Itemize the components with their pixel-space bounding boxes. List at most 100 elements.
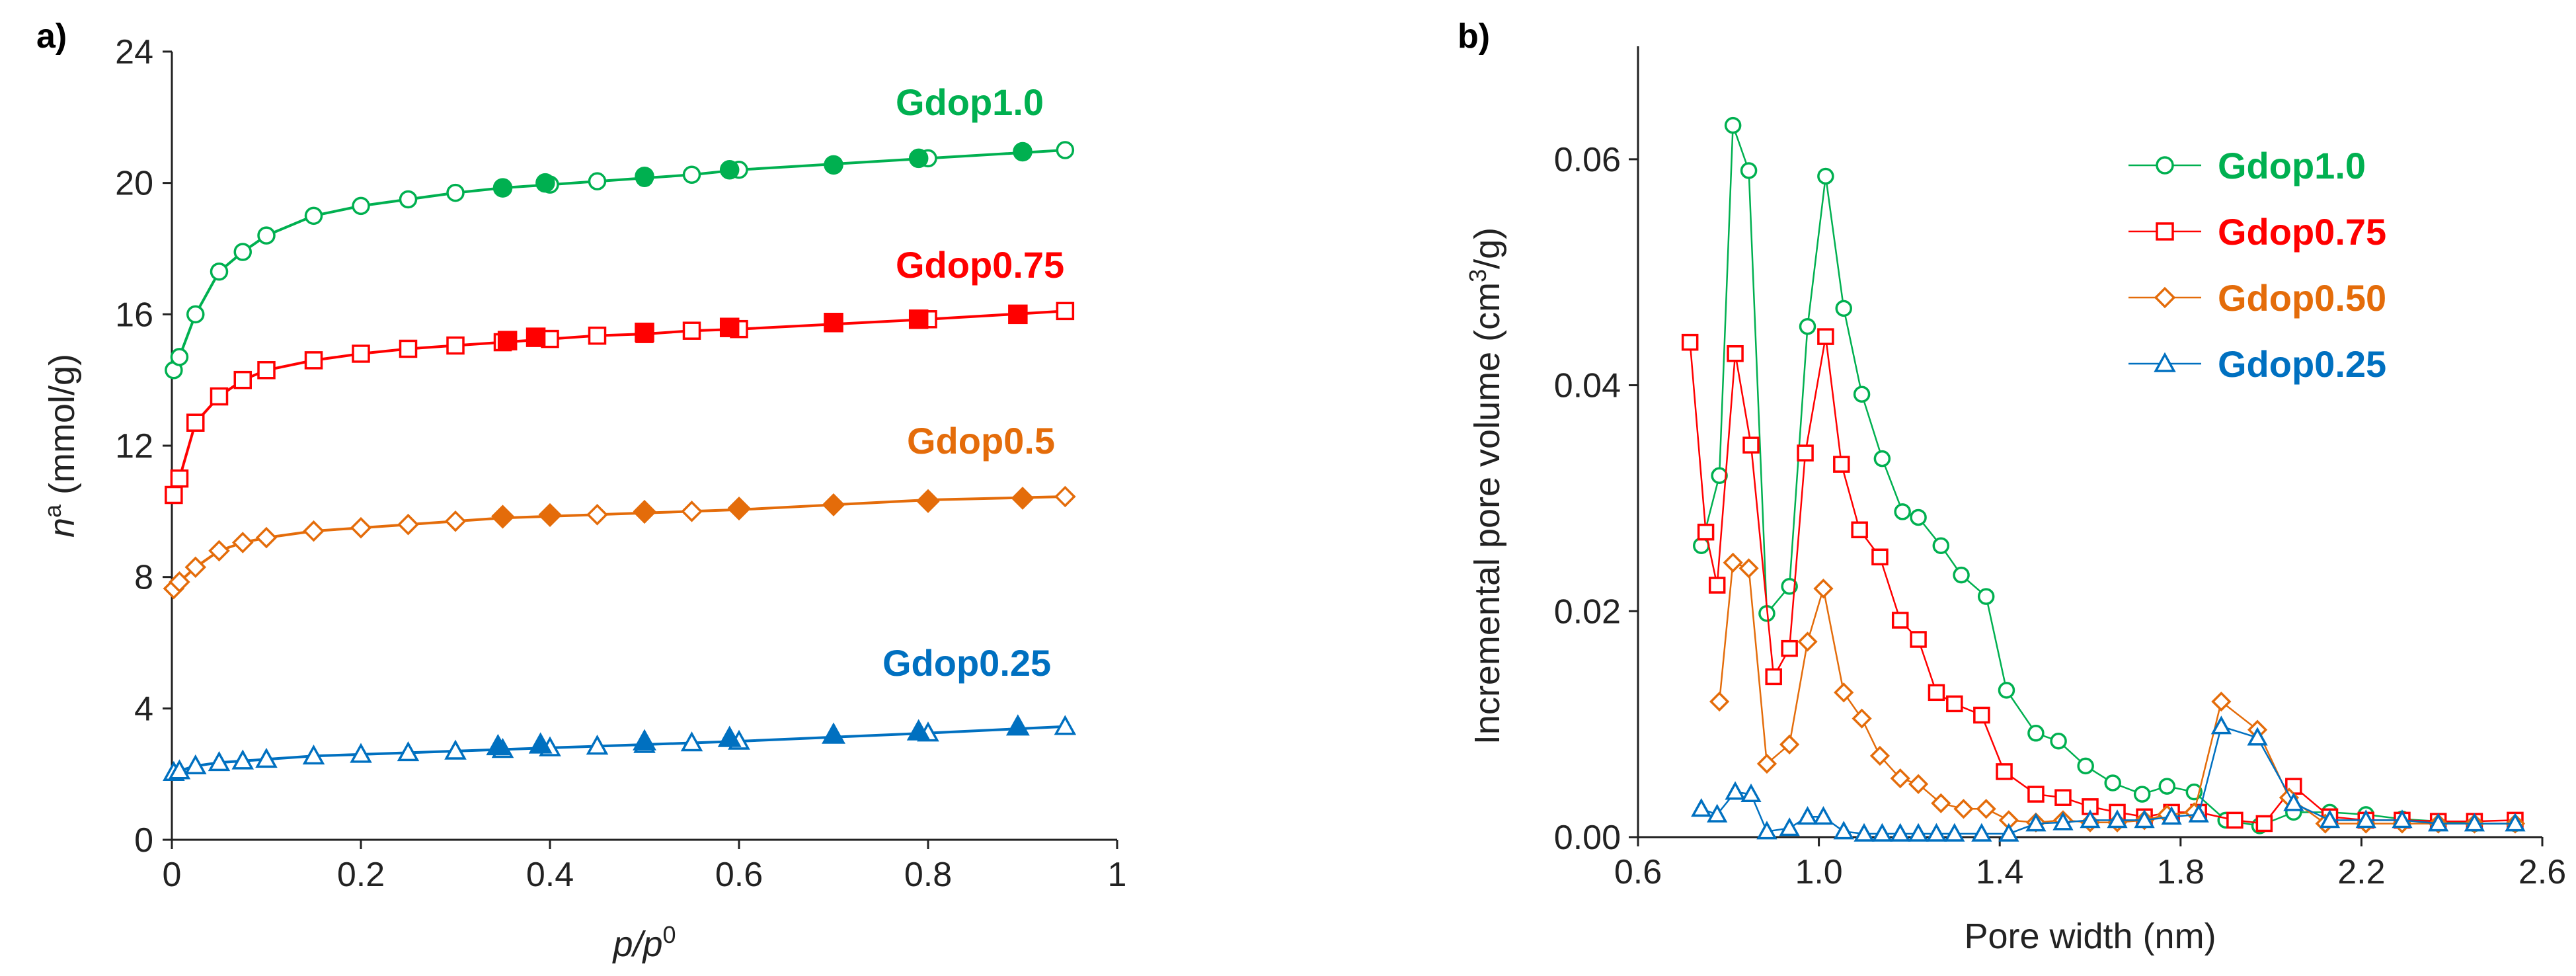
gdop0-25-adsorption-point [255, 747, 278, 768]
gdop0-25-point [1854, 823, 1875, 842]
series-gdop0-25 [1691, 715, 2526, 842]
gdop0-50-point [1779, 734, 1800, 755]
panel-a-label: a) [36, 17, 67, 56]
gdop0-75-point [1797, 444, 1814, 462]
gdop0-50-point [1738, 558, 1759, 579]
gdop0-25-point [1740, 783, 1762, 802]
gdop0-50-point [1976, 799, 1996, 819]
gdop0-75-desorption-point [497, 331, 518, 350]
panel-b-xtick-label: 1.8 [2157, 853, 2205, 891]
gdop0-75-adsorption-point [446, 336, 465, 355]
gdop0-25-adsorption-point [586, 735, 609, 755]
gdop0-75-adsorption-point [257, 361, 276, 380]
gdop1-0-point [2133, 786, 2151, 803]
gdop0-5-desorption-point [1011, 487, 1034, 510]
gdop0-75-adsorption-point [352, 345, 370, 363]
gdop0-25-point [1833, 821, 1854, 840]
gdop1-0-desorption-point [535, 173, 555, 193]
gdop0-25-adsorption-point [350, 743, 372, 763]
gdop0-75-desorption-point [1008, 304, 1028, 325]
gdop0-25-desorption-point [822, 722, 845, 744]
gdop1-0-point [1910, 508, 1927, 526]
gdop1-0-desorption-point [1013, 142, 1033, 162]
gdop0-25-desorption-point [528, 732, 553, 754]
gdop0-5-desorption-point [538, 503, 562, 526]
gdop0-25-point [2247, 727, 2268, 746]
gdop0-25-desorption-point [1005, 714, 1030, 736]
panel-a-xtick-label: 0.2 [337, 856, 385, 894]
panel-a-ylabel-sup: a [39, 504, 66, 518]
gdop0-5-adsorption-point [444, 510, 467, 532]
gdop0-5-adsorption-point [231, 532, 254, 553]
gdop0-75-point [1781, 639, 1798, 657]
gdop0-75-adsorption-point [186, 413, 205, 432]
gdop0-25-point [2052, 811, 2074, 831]
gdop0-25-adsorption-point [168, 759, 191, 780]
series-gdop0-5 [163, 485, 1076, 600]
series-gdop0-25 [163, 714, 1077, 781]
gdop0-25-point [1926, 823, 1947, 842]
panel-a-isotherms: a) 0 4 8 12 16 20 24 0 0.2 0.4 0.6 0.8 1 na (mmol/g)… [36, 17, 1126, 964]
panel-b-ytick-label: 0.00 [1554, 819, 1621, 857]
gdop0-75-point [1817, 328, 1834, 345]
series-gdop0-75 [165, 302, 1075, 505]
gdop0-75-adsorption-point [682, 321, 701, 340]
gdop0-5-desorption-point [727, 496, 751, 520]
gdop0-25-point [2134, 809, 2155, 829]
gdop0-25-desorption-point [717, 725, 742, 747]
panel-a-ytick-label: 4 [134, 690, 153, 728]
gdop0-50-point [1869, 745, 1891, 766]
gdop0-50-point [1834, 682, 1854, 703]
panel-b-x-axis-label: Pore width (nm) [1964, 916, 2216, 956]
gdop0-75-adsorption-point [399, 339, 418, 358]
gdop0-75-adsorption-point [233, 370, 252, 389]
panel-a-ytick-label: 20 [115, 165, 153, 203]
gdop0-75-point [1681, 333, 1699, 351]
legend-entry-gdop0-75: Gdop0.75 [2128, 211, 2386, 253]
panel-b-ylabel-sup: 3 [1464, 269, 1491, 282]
legend-entry-gdop1-0: Gdop1.0 [2128, 145, 2366, 186]
panel-a-xtick-label: 1 [1108, 856, 1127, 894]
gdop0-75-desorption-point [526, 327, 546, 347]
gdop0-25-adsorption-point [231, 749, 254, 770]
panel-b-xtick-label: 2.6 [2518, 853, 2566, 891]
gdop0-75-point [2054, 789, 2072, 806]
gdop1-0-point [2027, 725, 2045, 742]
gdop1-0-adsorption-point [233, 243, 252, 261]
gdop0-50-point [1931, 793, 1951, 813]
gdop0-75-point [1727, 345, 1744, 362]
gdop1-0-point [2050, 733, 2067, 750]
gdop1-0-point [1932, 537, 1950, 554]
panel-b-ytick-label: 0.04 [1554, 367, 1621, 405]
panel-a-ytick-label: 8 [134, 559, 153, 597]
gdop0-75-adsorption-point [304, 351, 323, 370]
gdop1-0-adsorption-point [304, 206, 323, 225]
gdop1-0-point [1835, 300, 1852, 317]
gdop1-0-point [1853, 386, 1871, 403]
gdop0-75-adsorption-point [165, 485, 183, 505]
series-gdop0-75 [1681, 328, 2524, 833]
gdop0-75-point [1973, 706, 1990, 724]
gdop0-25-desorption-point [906, 719, 931, 741]
gdop1-0-adsorption-point [446, 183, 465, 202]
gdop0-25-point [1691, 798, 1712, 817]
gdop0-25-adsorption-point [444, 739, 467, 760]
gdop1-0-adsorption-point [210, 263, 229, 281]
series-label-gdop1-0: Gdop1.0 [896, 81, 1044, 123]
gdop0-75-desorption-point [908, 309, 929, 329]
gdop0-50-point [1723, 552, 1743, 573]
panel-a-xlabel-main: p/p [611, 924, 662, 964]
gdop0-75-adsorption-point [210, 387, 229, 406]
gdop1-0-line [1700, 125, 2515, 827]
panel-b-xtick-label: 1.0 [1795, 853, 1842, 891]
gdop0-75-point [1928, 684, 1945, 702]
legend-label: Gdop0.75 [2218, 211, 2386, 253]
gdop0-5-adsorption-point [184, 556, 207, 579]
legend-entry-gdop0-25: Gdop0.25 [2128, 343, 2386, 385]
gdop0-25-point [2161, 805, 2182, 825]
gdop0-25-point [2188, 803, 2209, 823]
gdop0-25-adsorption-point [302, 744, 325, 765]
gdop1-0-adsorption-point [1056, 141, 1075, 159]
legend-label: Gdop1.0 [2218, 145, 2366, 186]
gdop1-0-desorption-point [824, 155, 843, 175]
